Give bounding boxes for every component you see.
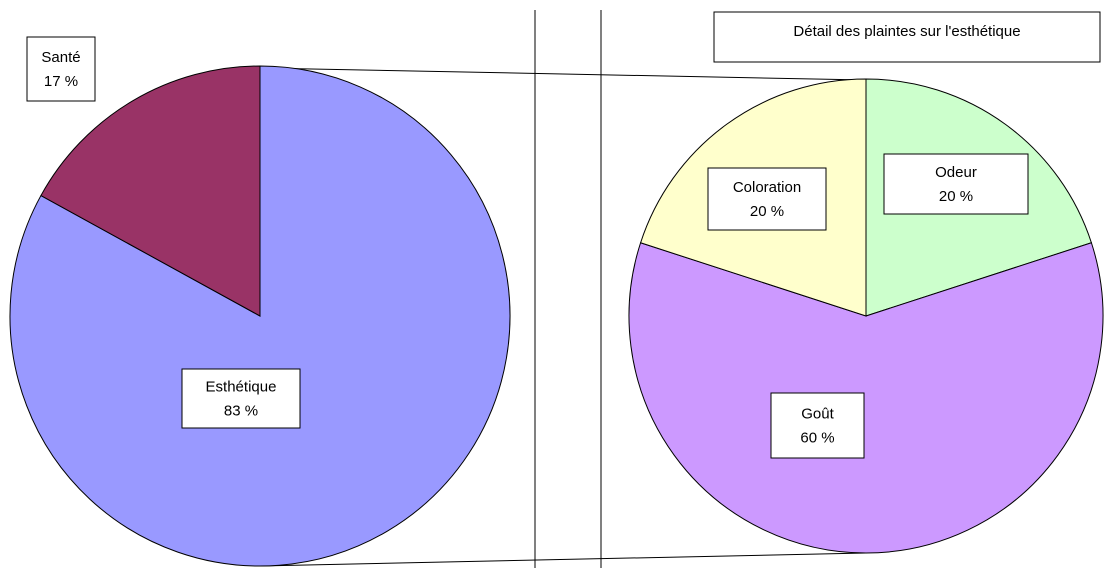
- label-box: [883, 153, 1029, 215]
- label-box: [26, 36, 96, 102]
- value-label: 83 %: [224, 402, 258, 419]
- chart-title: Détail des plaintes sur l'esthétique: [793, 23, 1020, 40]
- connector: [259, 67, 867, 81]
- value-label: 17 %: [44, 73, 78, 90]
- pie-slice: [40, 65, 261, 317]
- label-box: [181, 368, 301, 429]
- connector: [259, 552, 867, 567]
- slice-label: Odeur: [935, 164, 977, 181]
- slice-label: Esthétique: [206, 378, 277, 395]
- label-box: [770, 392, 865, 459]
- label-box: [707, 167, 827, 231]
- value-label: 20 %: [750, 203, 784, 220]
- value-label: 60 %: [800, 429, 834, 446]
- title-box: [713, 11, 1101, 63]
- slice-label: Goût: [801, 405, 834, 422]
- value-label: 20 %: [939, 188, 973, 205]
- pie-slice: [628, 242, 1104, 554]
- slice-label: Santé: [41, 49, 80, 66]
- slice-label: Coloration: [733, 179, 801, 196]
